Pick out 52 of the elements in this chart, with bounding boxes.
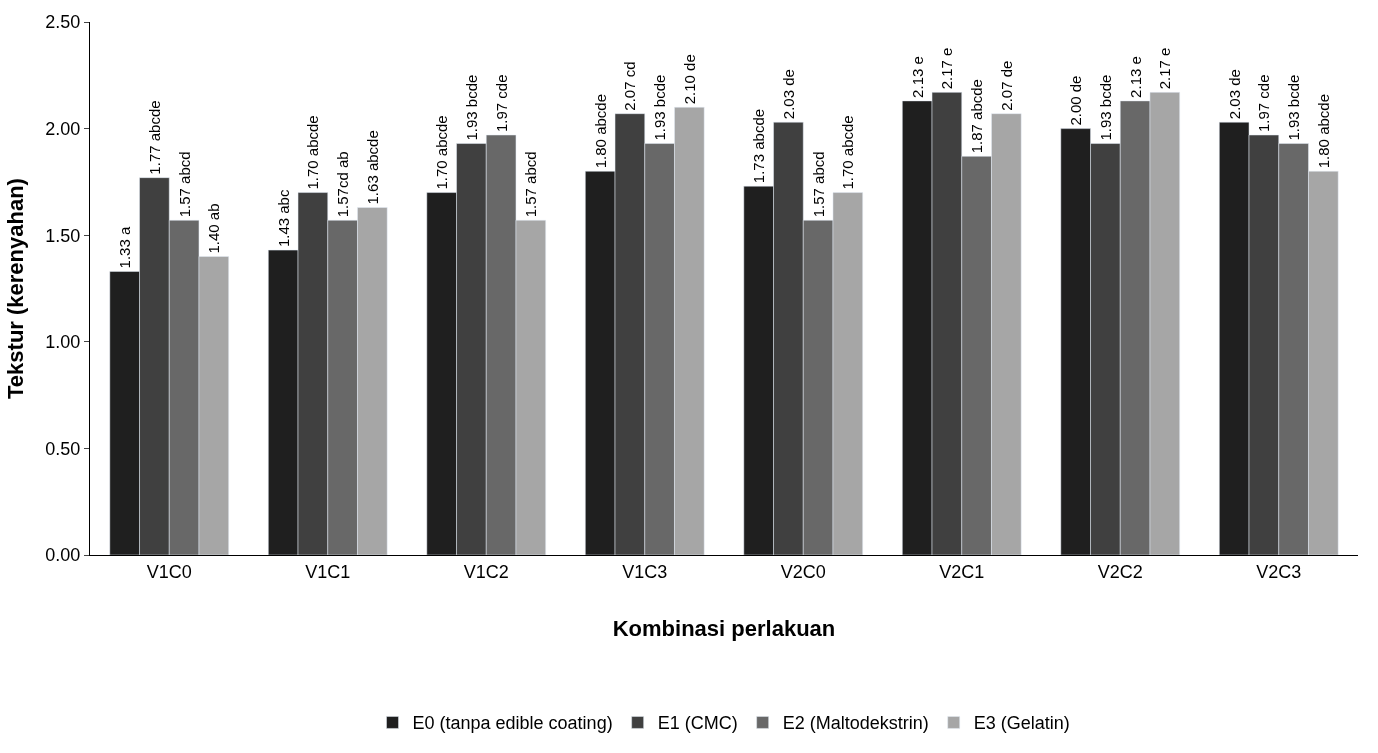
x-tick-label: V2C0	[780, 561, 826, 582]
data-label: 2.17 e	[1156, 47, 1174, 90]
y-tick-label: 2.50	[45, 12, 81, 33]
data-label: 1.93 bcde	[1285, 74, 1303, 141]
data-label: 1.43 abc	[274, 189, 292, 248]
x-axis-title: Kombinasi perlakuan	[612, 616, 836, 642]
data-label: 2.10 de	[680, 54, 698, 105]
data-label: 1.70 abcde	[304, 115, 322, 190]
data-label: 2.07 de	[997, 60, 1015, 111]
data-label: 2.17 e	[938, 47, 956, 90]
data-label: 1.57 abcd	[809, 151, 827, 218]
data-label: 1.57 abcd	[522, 151, 540, 218]
x-tick-label: V1C0	[146, 561, 192, 582]
y-tick-label: 0.50	[45, 438, 81, 459]
data-label: 1.40 ab	[205, 203, 223, 254]
data-label: 1.57 abcd	[175, 151, 193, 218]
data-label: 1.77 abcde	[145, 100, 163, 175]
data-label: 1.70 abcde	[839, 115, 857, 190]
data-label: 2.07 cd	[621, 61, 639, 111]
x-tick-label: V1C3	[622, 561, 668, 582]
y-tick-label: 1.50	[45, 225, 81, 246]
data-label: 1.57cd ab	[334, 151, 352, 218]
legend-label: E2 (Maltodekstrin)	[782, 713, 929, 734]
y-tick-label: 2.00	[45, 118, 81, 139]
x-tick-label: V2C2	[1097, 561, 1143, 582]
x-tick-label: V1C1	[305, 561, 351, 582]
data-label: 2.03 de	[1225, 69, 1243, 120]
y-tick-label: 1.00	[45, 332, 81, 353]
data-label: 2.13 e	[908, 56, 926, 98]
data-label: 1.73 abcde	[750, 108, 768, 184]
data-label: 1.70 abcde	[433, 115, 451, 190]
legend-label: E0 (tanpa edible coating)	[412, 713, 613, 734]
data-label: 2.00 de	[1067, 75, 1085, 126]
y-tick-label: 0.00	[45, 545, 81, 566]
data-label: 1.93 bcde	[651, 74, 669, 141]
data-label: 1.97 cde	[1255, 74, 1273, 132]
data-label: 1.63 abcde	[363, 130, 381, 205]
data-label: 2.13 e	[1126, 56, 1144, 98]
legend-label: E3 (Gelatin)	[973, 713, 1070, 734]
data-label: 1.97 cde	[492, 74, 510, 132]
data-label: 1.33 a	[116, 226, 134, 269]
data-label: 1.80 abcde	[591, 94, 609, 169]
x-tick-label: V2C1	[939, 561, 985, 582]
y-axis-title: Tekstur (kerenyahan)	[3, 178, 29, 399]
data-label: 1.80 abcde	[1314, 94, 1332, 169]
data-label: 1.93 bcde	[1096, 74, 1114, 141]
x-tick-label: V1C2	[463, 561, 509, 582]
data-label: 2.03 de	[779, 69, 797, 120]
data-label: 1.93 bcde	[462, 74, 480, 141]
legend-label: E1 (CMC)	[657, 713, 738, 734]
data-label: 1.87 abcde	[968, 79, 986, 154]
x-tick-label: V2C3	[1256, 561, 1302, 582]
